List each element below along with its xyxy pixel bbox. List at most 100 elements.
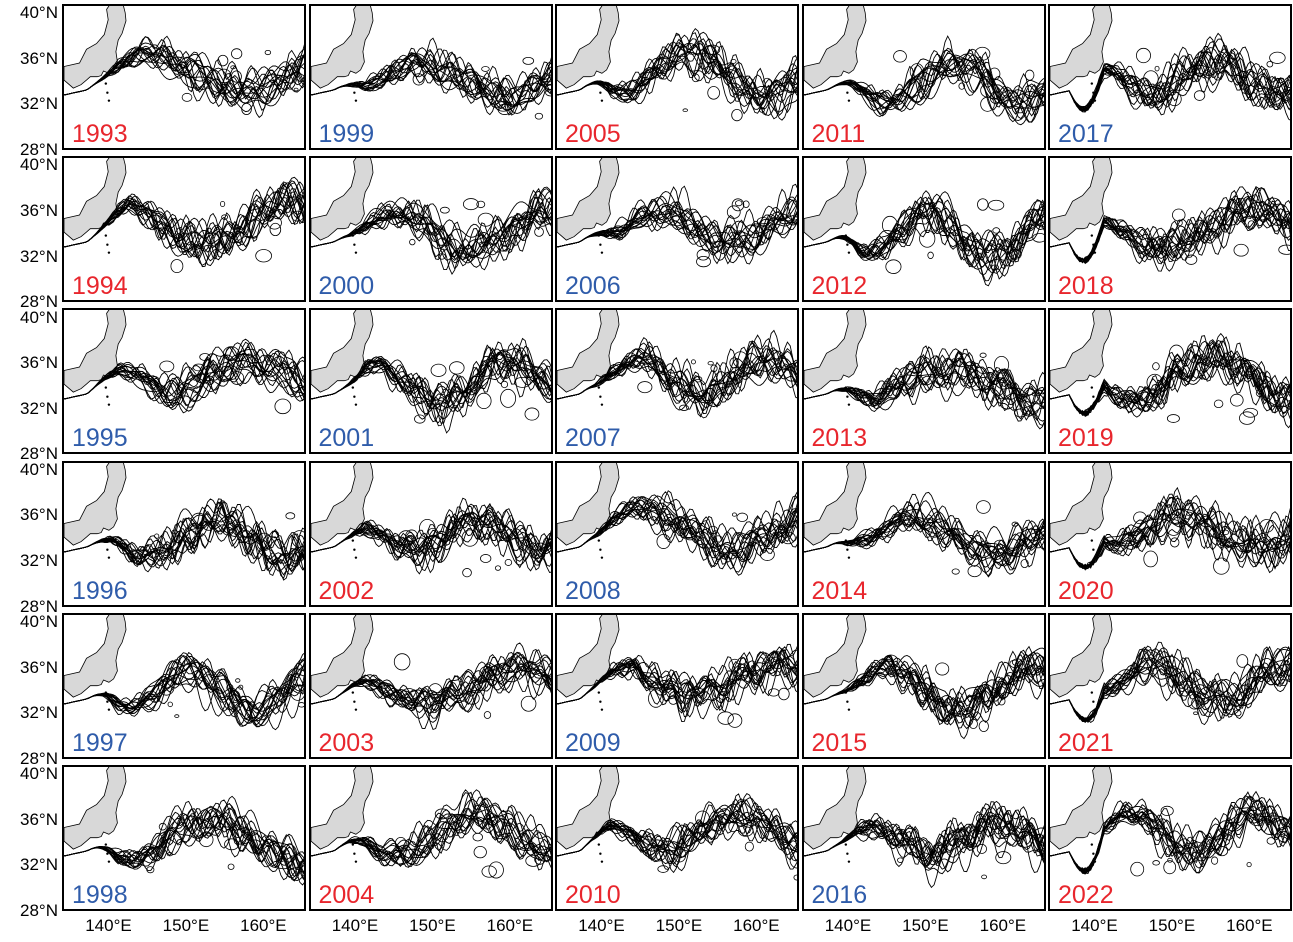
eddy-loop	[500, 381, 508, 389]
eddy-loop	[190, 512, 208, 529]
map-canvas	[803, 158, 1044, 287]
island-dot	[599, 852, 602, 855]
eddy-loop	[940, 846, 947, 854]
eddy-loop	[670, 60, 677, 68]
eddy-loop	[647, 362, 657, 372]
kuroshio-path-line	[557, 495, 797, 559]
map-canvas	[1050, 462, 1290, 575]
kuroshio-path-line	[310, 789, 551, 867]
year-label: 2010	[565, 881, 621, 909]
eddy-loop	[710, 364, 718, 373]
map-canvas	[803, 767, 1044, 889]
map-canvas	[557, 158, 797, 268]
eddy-loop	[271, 530, 280, 538]
eddy-loop	[732, 351, 749, 369]
eddy-loop	[533, 853, 546, 865]
island-dot	[107, 708, 111, 711]
kuroshio-path-line	[803, 809, 1044, 867]
eddy-loop	[229, 689, 241, 703]
y-axis-label: 32°N	[20, 246, 58, 266]
eddy-loop	[731, 813, 740, 819]
eddy-loop	[534, 112, 543, 120]
eddy-loop	[1163, 860, 1177, 875]
eddy-loop	[730, 58, 737, 64]
eddy-loop	[975, 813, 986, 823]
island-dot	[354, 403, 357, 407]
eddy-loop	[397, 529, 414, 545]
island-dot	[107, 99, 111, 102]
x-axis-label: 140°E	[824, 916, 872, 935]
eddy-loop	[637, 381, 653, 394]
island-dot	[354, 556, 357, 559]
kuroshio-path-line	[1050, 51, 1290, 111]
eddy-loop	[767, 688, 780, 697]
eddy-loop	[1020, 558, 1029, 568]
eddy-loop	[988, 67, 1000, 81]
eddy-loop	[478, 665, 494, 680]
map-panel-2001: 2001	[308, 308, 553, 455]
map-canvas	[64, 614, 304, 731]
eddy-loop	[1016, 830, 1033, 848]
map-panel-2003: 2003	[308, 612, 553, 759]
eddy-loop	[731, 198, 745, 212]
map-panel-2002: 2002	[308, 460, 553, 607]
eddy-loop	[1031, 391, 1038, 397]
eddy-loop	[241, 102, 252, 115]
y-axis-label: 28°N	[20, 596, 58, 616]
eddy-loop	[694, 225, 702, 233]
eddy-loop	[726, 205, 741, 219]
eddy-loop	[230, 65, 236, 70]
eddy-loop	[704, 44, 721, 55]
eddy-loop	[404, 529, 418, 542]
kuroshio-path-line	[557, 655, 797, 705]
eddy-loop	[483, 663, 492, 673]
eddy-loop	[966, 365, 978, 373]
eddy-loop	[999, 398, 1014, 410]
x-axis-label: 140°E	[1071, 916, 1118, 935]
island-dot	[599, 548, 602, 551]
kuroshio-path-line	[310, 798, 551, 858]
japan-landmass	[1050, 6, 1113, 89]
kuroshio-path-line	[1050, 344, 1290, 414]
year-label: 1995	[72, 424, 128, 453]
kuroshio-path-line	[803, 806, 1044, 889]
kuroshio-path-line	[310, 54, 551, 106]
eddy-loop	[1233, 244, 1249, 257]
eddy-loop	[1169, 345, 1184, 363]
kuroshio-path-line	[310, 209, 551, 271]
island-dot	[845, 548, 849, 551]
eddy-loop	[993, 539, 1006, 549]
eddy-loop	[1177, 219, 1183, 227]
island-dot	[106, 700, 109, 703]
kuroshio-path-line	[557, 191, 797, 254]
eddy-loop	[477, 212, 494, 227]
year-label: 2005	[565, 120, 621, 148]
island-dot	[600, 556, 604, 559]
map-canvas	[1050, 767, 1290, 877]
y-axis-label: 32°N	[20, 550, 58, 570]
kuroshio-path-line	[803, 208, 1044, 270]
eddy-loop	[731, 108, 743, 122]
kuroshio-path-line	[1050, 496, 1290, 569]
eddy-loop	[290, 684, 304, 701]
eddy-loop	[980, 874, 987, 880]
kuroshio-path-line	[803, 357, 1044, 408]
kuroshio-path-line	[1050, 498, 1290, 573]
japan-landmass	[64, 6, 127, 89]
eddy-loop	[734, 200, 743, 207]
map-panel-2004: 2004	[308, 765, 553, 911]
eddy-loop	[997, 826, 1011, 840]
year-label: 2011	[811, 120, 866, 148]
eddy-loop	[291, 529, 304, 548]
x-axis-label: 150°E	[162, 916, 210, 935]
eddy-loop	[267, 216, 282, 230]
island-dot	[845, 91, 849, 94]
island-dot	[106, 852, 109, 855]
eddy-loop	[974, 46, 990, 61]
eddy-loop	[434, 808, 450, 820]
eddy-loop	[1206, 510, 1217, 520]
year-label: 2007	[565, 424, 621, 453]
eddy-loop	[533, 227, 544, 237]
map-panel-2005: 2005	[555, 4, 799, 150]
map-canvas	[64, 310, 304, 415]
